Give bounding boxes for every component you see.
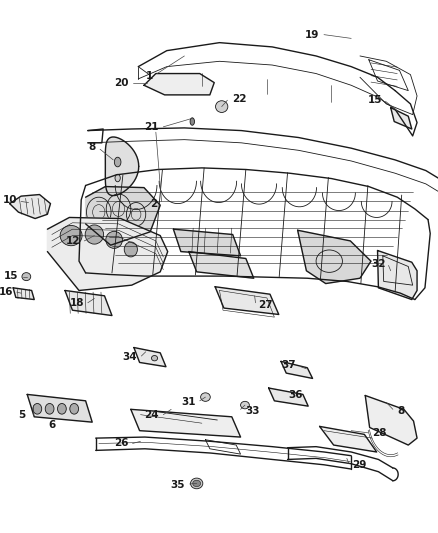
Polygon shape <box>268 388 307 406</box>
Polygon shape <box>215 287 278 314</box>
Text: 8: 8 <box>88 142 95 151</box>
Ellipse shape <box>190 118 194 125</box>
Text: 21: 21 <box>144 122 159 132</box>
Polygon shape <box>13 288 34 300</box>
Ellipse shape <box>124 242 137 257</box>
Polygon shape <box>131 409 240 437</box>
Ellipse shape <box>60 225 82 246</box>
Polygon shape <box>364 395 416 445</box>
Text: 15: 15 <box>4 271 18 281</box>
Polygon shape <box>280 361 312 378</box>
Ellipse shape <box>200 393 210 401</box>
Circle shape <box>33 403 42 414</box>
Text: 31: 31 <box>180 398 195 407</box>
Polygon shape <box>144 74 214 95</box>
Text: 20: 20 <box>113 78 128 87</box>
Polygon shape <box>47 217 167 290</box>
Text: 28: 28 <box>371 428 386 438</box>
Polygon shape <box>319 426 376 452</box>
Text: 16: 16 <box>0 287 13 297</box>
Ellipse shape <box>22 273 31 280</box>
Polygon shape <box>297 230 370 284</box>
Text: 8: 8 <box>396 407 404 416</box>
Polygon shape <box>10 195 50 219</box>
Text: 2: 2 <box>149 199 157 208</box>
Text: 33: 33 <box>244 407 259 416</box>
Text: 10: 10 <box>3 195 18 205</box>
Polygon shape <box>188 252 253 278</box>
Polygon shape <box>27 394 92 422</box>
Text: 18: 18 <box>70 298 84 308</box>
Polygon shape <box>173 229 240 256</box>
Text: 6: 6 <box>48 420 55 430</box>
Text: 36: 36 <box>287 391 302 400</box>
Ellipse shape <box>190 478 202 489</box>
Polygon shape <box>65 290 112 316</box>
Ellipse shape <box>115 174 120 182</box>
Text: 1: 1 <box>145 71 152 80</box>
Text: 37: 37 <box>281 360 296 370</box>
Text: 12: 12 <box>65 236 80 246</box>
Text: 35: 35 <box>170 480 185 490</box>
Ellipse shape <box>114 157 121 167</box>
Ellipse shape <box>151 356 157 361</box>
Ellipse shape <box>215 101 227 112</box>
Ellipse shape <box>106 231 122 248</box>
Polygon shape <box>85 187 160 245</box>
Polygon shape <box>134 348 166 367</box>
Ellipse shape <box>192 480 200 487</box>
Text: 24: 24 <box>144 410 159 419</box>
Text: 22: 22 <box>231 94 246 104</box>
Polygon shape <box>377 251 416 300</box>
Circle shape <box>70 403 78 414</box>
Text: 19: 19 <box>304 30 319 39</box>
Text: 29: 29 <box>351 460 366 470</box>
Text: 34: 34 <box>122 352 137 362</box>
Polygon shape <box>105 137 138 196</box>
Circle shape <box>57 403 66 414</box>
Polygon shape <box>390 108 411 129</box>
Text: 32: 32 <box>370 259 385 269</box>
Text: 26: 26 <box>113 439 128 448</box>
Text: 15: 15 <box>367 95 381 105</box>
Text: 27: 27 <box>258 300 272 310</box>
Circle shape <box>45 403 54 414</box>
Ellipse shape <box>240 401 249 409</box>
Text: 5: 5 <box>18 410 25 419</box>
Ellipse shape <box>85 225 103 244</box>
